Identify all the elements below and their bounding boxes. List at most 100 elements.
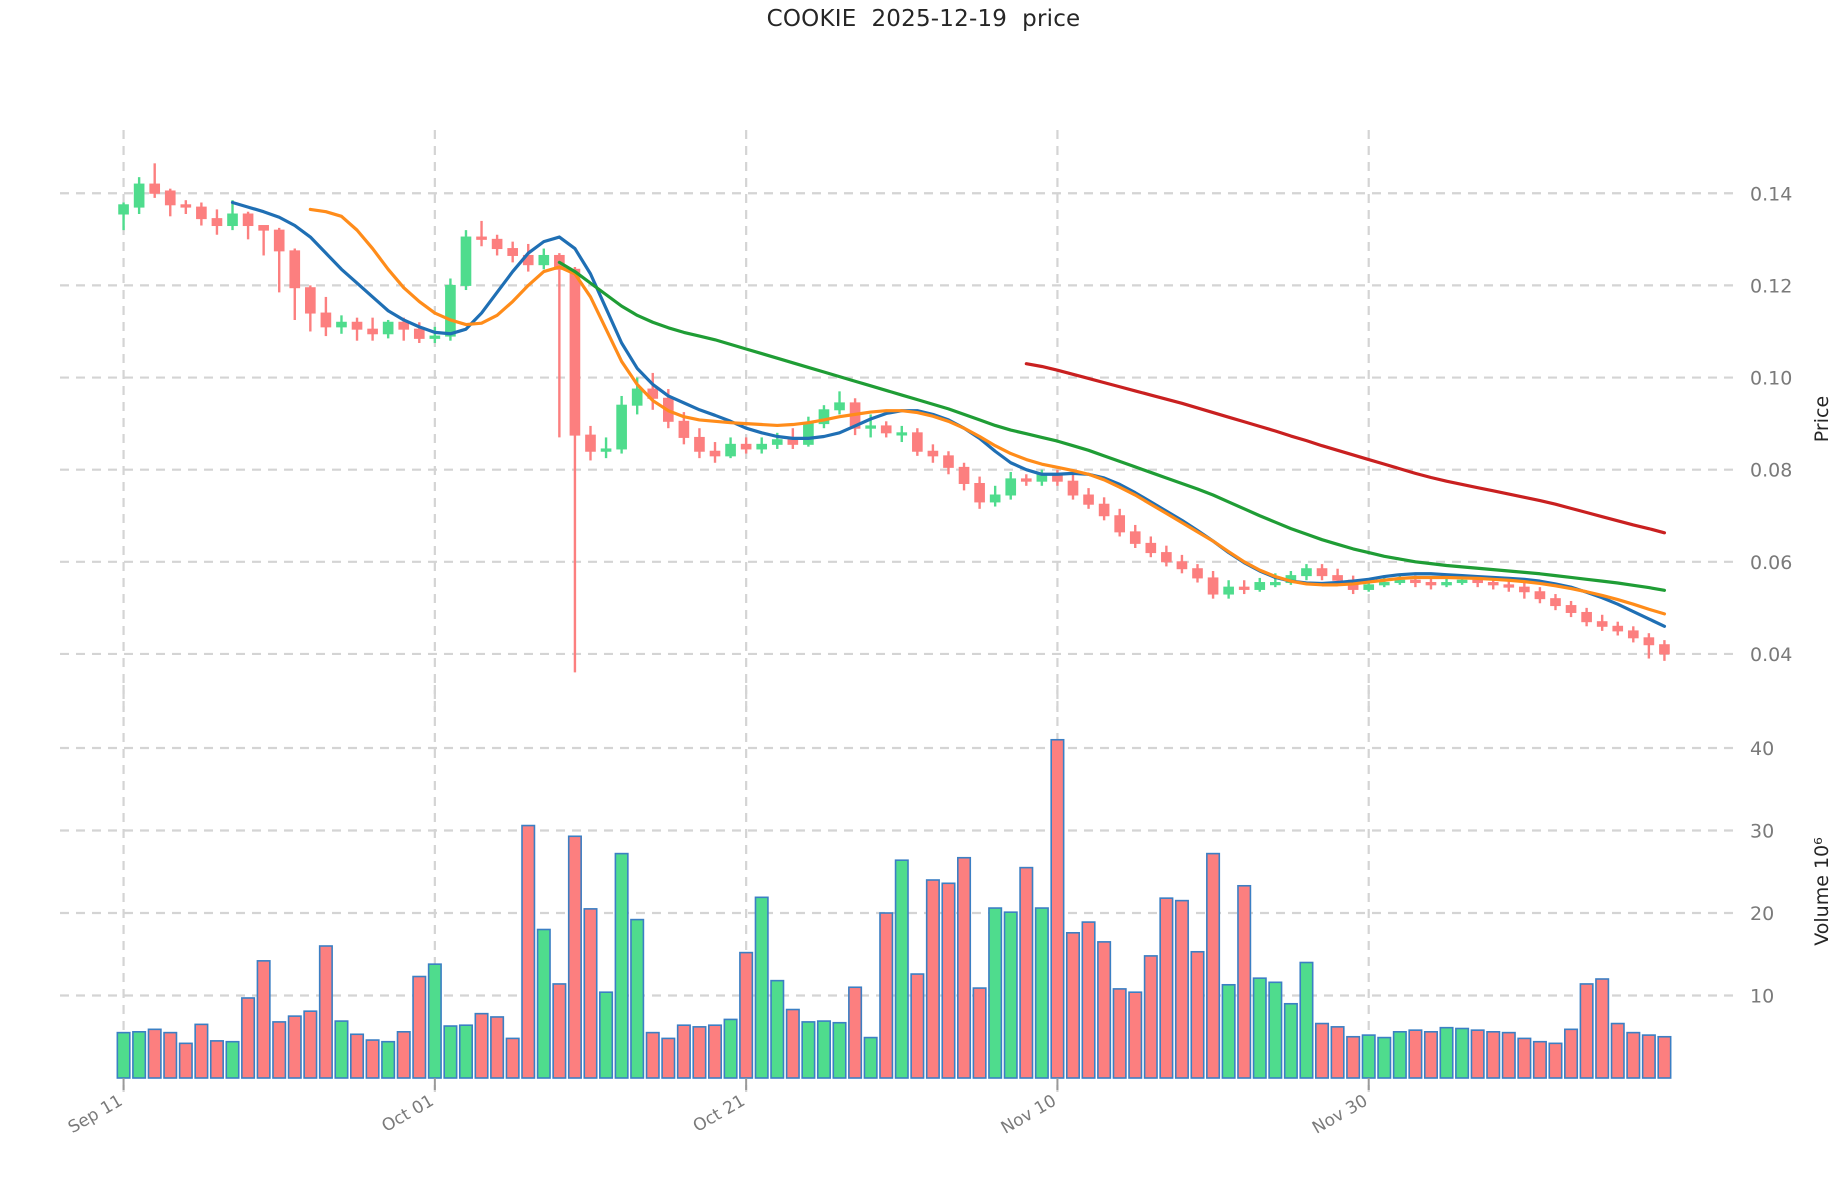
volume-bar	[1143, 955, 1158, 1079]
volume-bar	[209, 1040, 224, 1079]
volume-bar	[567, 835, 582, 1079]
volume-bar	[287, 1015, 302, 1079]
price-tick-label: 0.08	[1750, 460, 1792, 482]
volume-bar	[1206, 852, 1221, 1079]
volume-bar	[692, 1026, 707, 1079]
volume-bar	[552, 983, 567, 1079]
candle-body	[180, 204, 192, 208]
volume-bar	[521, 824, 536, 1079]
volume-bar	[894, 859, 909, 1079]
candle-body	[1519, 586, 1530, 593]
candle-body	[1612, 625, 1624, 632]
ma-line-ma_slow	[557, 260, 1667, 592]
candle-body	[865, 425, 876, 429]
candle-body	[1005, 478, 1017, 496]
candle-body	[149, 183, 161, 194]
candle-body	[585, 434, 596, 452]
price-tick-label: 0.14	[1750, 183, 1792, 205]
volume-bar	[303, 1010, 318, 1079]
volume-bar	[801, 1021, 816, 1079]
candle-body	[398, 321, 410, 330]
volume-bar	[1579, 983, 1594, 1079]
candle-body	[1363, 584, 1375, 590]
volume-bar	[1097, 941, 1112, 1079]
volume-bar	[427, 963, 442, 1079]
candle-body	[460, 236, 472, 286]
candle-body	[1394, 579, 1406, 584]
volume-bar	[1455, 1027, 1470, 1079]
candle-body	[834, 402, 845, 411]
volume-bar	[163, 1031, 178, 1079]
candle-body	[1581, 611, 1592, 623]
volume-bar	[739, 951, 754, 1079]
volume-bar	[583, 908, 598, 1079]
candle-body	[413, 328, 425, 339]
candle-body	[429, 335, 441, 339]
volume-bar	[630, 918, 645, 1079]
volume-bar	[1221, 983, 1236, 1079]
volume-tick-label: 30	[1750, 821, 1774, 843]
candle-body	[912, 432, 923, 452]
volume-bar	[1548, 1042, 1563, 1079]
candle-body	[1441, 582, 1452, 586]
volume-bar	[925, 879, 940, 1079]
volume-bar	[1003, 911, 1018, 1079]
candle-body	[740, 443, 752, 450]
candle-body	[694, 436, 705, 452]
volume-bar	[957, 856, 972, 1079]
candle-body	[476, 236, 487, 240]
volume-bar	[1564, 1028, 1579, 1079]
volume-bar	[412, 975, 427, 1079]
volume-bar	[1641, 1034, 1656, 1079]
candle-body	[1176, 561, 1188, 570]
candle-body	[1596, 621, 1608, 627]
volume-bar	[1283, 1002, 1298, 1079]
candle-body	[1223, 586, 1234, 595]
volume-bar	[1330, 1026, 1345, 1079]
volume-bar	[1237, 884, 1252, 1079]
volume-bar	[770, 979, 785, 1079]
candle-body	[1145, 542, 1157, 554]
volume-bar	[723, 1018, 738, 1079]
candle-body	[118, 204, 129, 215]
volume-bar	[116, 1031, 131, 1079]
volume-bar	[334, 1020, 349, 1079]
volume-bar	[1081, 921, 1096, 1079]
chart-title: COOKIE 2025-12-19 price	[766, 6, 1081, 32]
candle-body	[1161, 552, 1172, 563]
volume-bar	[1532, 1040, 1547, 1079]
volume-bar	[1595, 978, 1610, 1079]
candle-body	[1114, 515, 1126, 533]
candle-body	[1207, 577, 1219, 595]
volume-bar	[272, 1021, 287, 1079]
volume-bar	[645, 1031, 660, 1079]
candle-body	[974, 482, 985, 503]
volume-bar	[832, 1021, 847, 1079]
candle-body	[1550, 598, 1561, 607]
candle-body	[289, 250, 301, 289]
candle-body	[771, 439, 783, 445]
volume-bar	[1268, 981, 1283, 1079]
candle-body	[1643, 637, 1655, 646]
volume-bar	[1361, 1034, 1376, 1079]
candle-body	[1254, 582, 1266, 590]
volume-tick-label: 10	[1750, 986, 1774, 1008]
candle-body	[227, 213, 238, 227]
volume-bar	[490, 1016, 505, 1079]
candle-body	[1534, 591, 1546, 600]
candle-body	[1098, 503, 1110, 517]
price-tick-label: 0.12	[1750, 275, 1792, 297]
candle-body	[787, 439, 799, 445]
candle-body	[445, 284, 456, 337]
x-tick-label: Sep 11	[65, 1091, 126, 1138]
candle-body	[1410, 579, 1421, 584]
volume-bar	[676, 1024, 691, 1079]
candle-body	[1020, 478, 1032, 482]
candle-body	[491, 238, 503, 250]
moving-average-lines	[230, 200, 1667, 628]
price-tick-label: 0.04	[1750, 644, 1792, 666]
price-tick-label: 0.10	[1750, 368, 1792, 390]
volume-bar	[505, 1037, 520, 1079]
